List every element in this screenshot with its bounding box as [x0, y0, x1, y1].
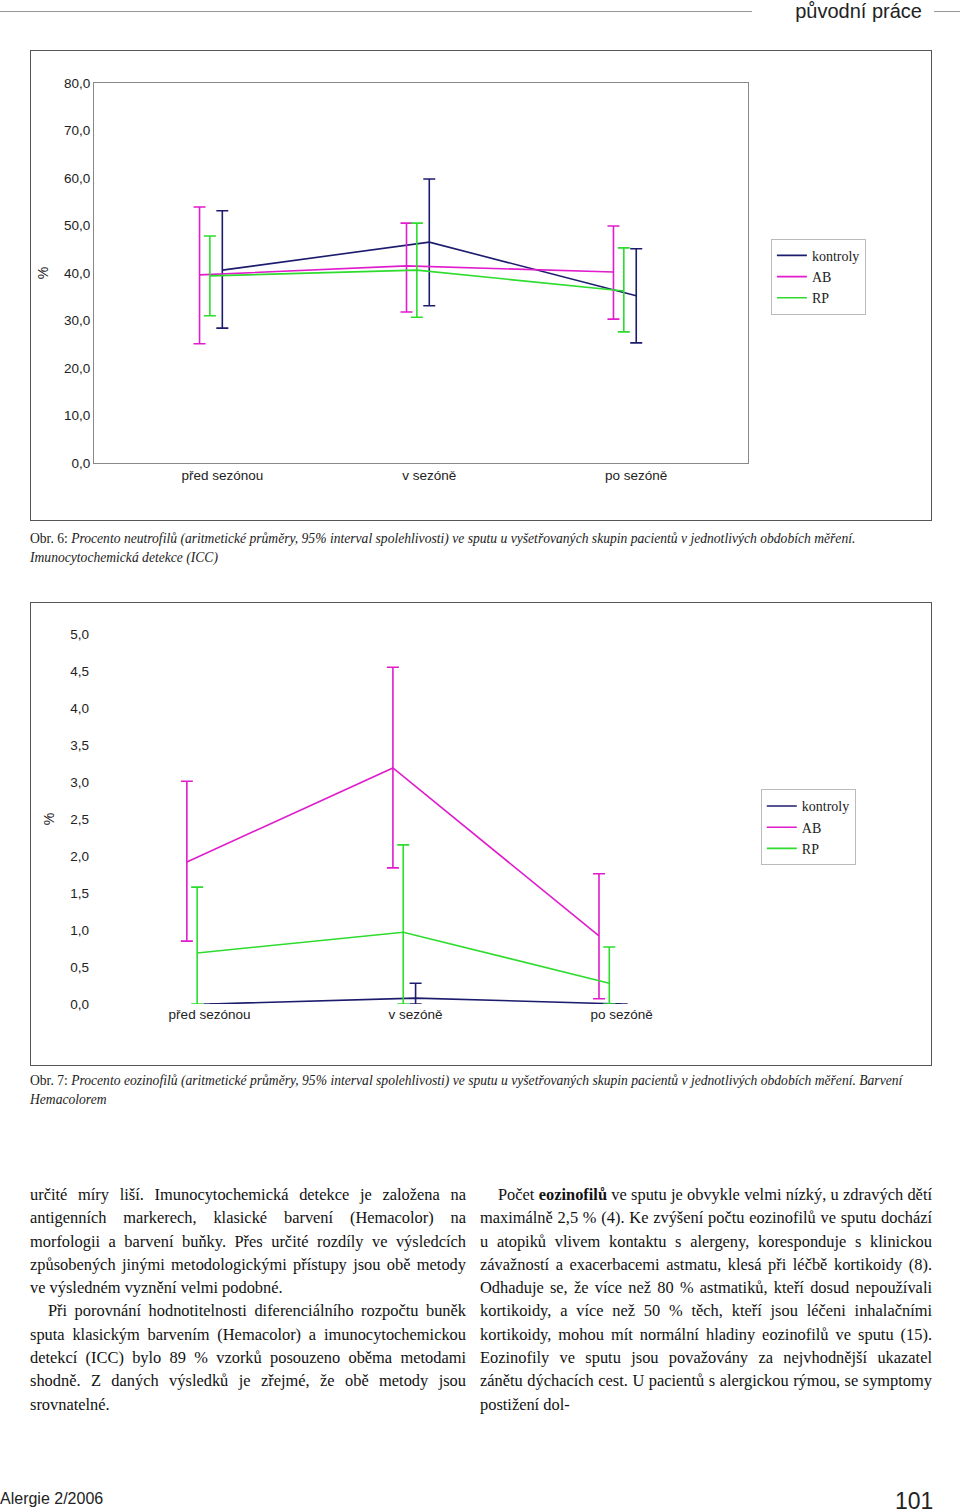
- svg-text:kontroly: kontroly: [812, 249, 859, 264]
- svg-text:30,0: 30,0: [64, 313, 90, 328]
- svg-text:0,0: 0,0: [70, 997, 89, 1012]
- svg-text:po sezóně: po sezóně: [591, 1007, 653, 1022]
- svg-text:1,5: 1,5: [70, 886, 89, 901]
- svg-text:před sezónou: před sezónou: [181, 468, 263, 483]
- html-text:Při porovnání hodnotitelnosti: Při porovnání hodnotitelnosti diferenciá…: [30, 1301, 466, 1414]
- svg-text:5,0: 5,0: [70, 627, 89, 642]
- svg-text:0,5: 0,5: [70, 960, 89, 975]
- svg-text:10,0: 10,0: [64, 408, 90, 423]
- svg-text:RP: RP: [802, 842, 819, 857]
- svg-text:po sezóně: po sezóně: [605, 468, 667, 483]
- svg-text:1,0: 1,0: [70, 923, 89, 938]
- svg-text:AB: AB: [812, 270, 831, 285]
- svg-text:před sezónou: před sezónou: [169, 1007, 251, 1022]
- svg-text:%: %: [35, 267, 51, 279]
- svg-text:4,5: 4,5: [70, 664, 89, 679]
- svg-text:50,0: 50,0: [64, 218, 90, 233]
- svg-text:3,0: 3,0: [70, 775, 89, 790]
- svg-text:3,5: 3,5: [70, 738, 89, 753]
- svg-text:AB: AB: [802, 821, 821, 836]
- svg-text:2,5: 2,5: [70, 812, 89, 827]
- svg-text:v sezóně: v sezóně: [402, 468, 456, 483]
- svg-text:RP: RP: [812, 291, 829, 306]
- svg-text:kontroly: kontroly: [802, 799, 849, 814]
- svg-text:%: %: [41, 813, 57, 825]
- html-text:původní práce: původní práce: [795, 0, 922, 22]
- svg-text:40,0: 40,0: [64, 266, 90, 281]
- html-text:Obr. 7: Procento eozinofilů (a: Obr. 7: Procento eozinofilů (aritmetické…: [30, 1073, 903, 1107]
- svg-text:2,0: 2,0: [70, 849, 89, 864]
- svg-text:80,0: 80,0: [64, 76, 90, 91]
- svg-text:70,0: 70,0: [64, 123, 90, 138]
- html-text:Alergie 2/2006: Alergie 2/2006: [0, 1490, 104, 1507]
- html-text:Počet eozinofilů ve sputu je o: Počet eozinofilů ve sputu je obvykle vel…: [480, 1185, 932, 1414]
- svg-text:4,0: 4,0: [70, 701, 89, 716]
- svg-text:v sezóně: v sezóně: [389, 1007, 443, 1022]
- svg-text:0,0: 0,0: [72, 456, 91, 471]
- svg-text:60,0: 60,0: [64, 171, 90, 186]
- svg-text:20,0: 20,0: [64, 361, 90, 376]
- html-text:určité míry liší. Imunocytoche: určité míry liší. Imunocytochemická dete…: [30, 1185, 466, 1298]
- html-text:Obr. 6: Procento neutrofilů (a: Obr. 6: Procento neutrofilů (aritmetické…: [30, 531, 856, 565]
